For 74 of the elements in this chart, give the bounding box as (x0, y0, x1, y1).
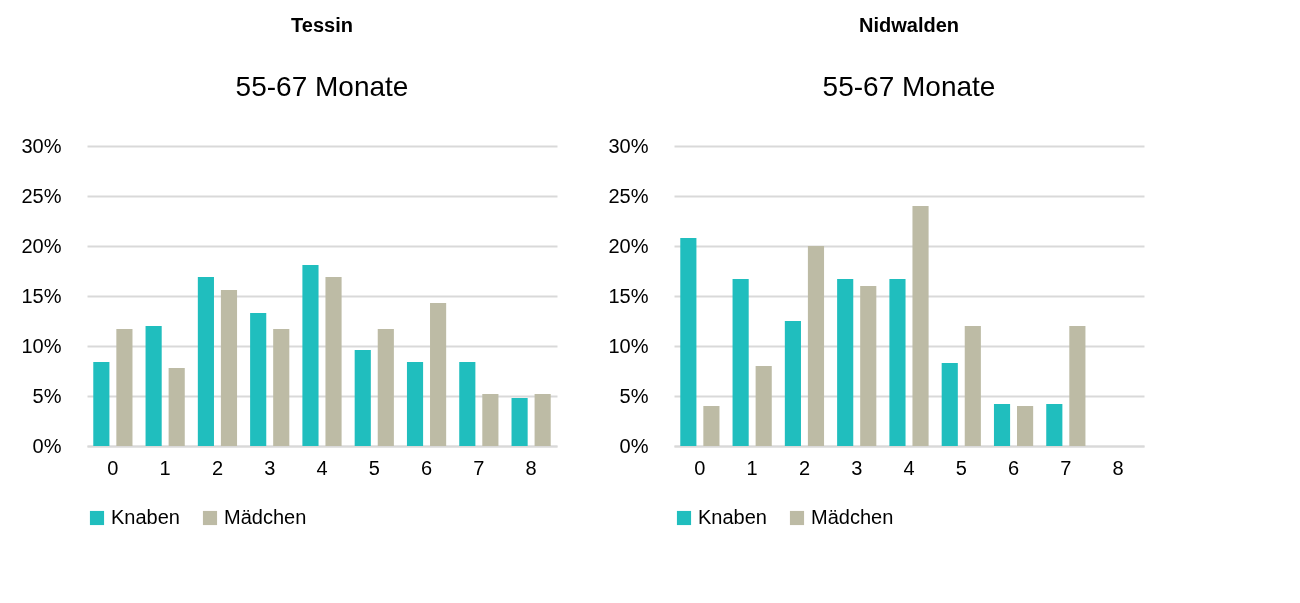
x-tick-label: 2 (211, 456, 223, 479)
bar (784, 321, 801, 446)
bar (860, 286, 877, 446)
bar (168, 368, 185, 446)
y-tick-label: 25% (608, 184, 649, 207)
x-tick-label: 1 (159, 456, 171, 479)
x-tick-label: 3 (264, 456, 276, 479)
bar (511, 398, 528, 446)
bar (145, 326, 162, 446)
bar (1069, 326, 1086, 446)
y-tick-label: 0% (32, 434, 62, 457)
x-tick-label: 7 (1060, 456, 1072, 479)
bar (1046, 404, 1063, 446)
bar (220, 290, 238, 446)
bar (354, 350, 371, 446)
x-tick-label: 4 (903, 456, 915, 479)
x-tick-label: 6 (1008, 456, 1020, 479)
y-tick-label: 25% (21, 184, 62, 207)
x-tick-label: 3 (851, 456, 863, 479)
bar (1017, 406, 1034, 446)
bar (250, 313, 267, 446)
y-tick-label: 5% (619, 384, 649, 407)
bar (755, 366, 772, 446)
y-tick-label: 15% (21, 284, 62, 307)
bar (482, 394, 499, 446)
bar (406, 362, 424, 446)
y-tick-label: 10% (608, 334, 649, 357)
chart-subtitle: 55-67 Monate (822, 71, 996, 102)
bar (941, 363, 958, 446)
bar (377, 329, 394, 446)
x-tick-label: 8 (1112, 456, 1124, 479)
x-tick-label: 1 (746, 456, 758, 479)
bar (732, 279, 749, 446)
x-tick-label: 5 (368, 456, 380, 479)
bar (837, 279, 854, 446)
y-tick-label: 30% (608, 134, 649, 157)
bar (430, 303, 447, 446)
bar (197, 277, 214, 446)
bar (302, 265, 319, 446)
bar (93, 362, 110, 446)
x-tick-label: 4 (316, 456, 328, 479)
bar (993, 404, 1011, 446)
bar (912, 206, 929, 446)
bar (889, 279, 906, 446)
y-tick-label: 20% (21, 234, 62, 257)
legend-label: Knaben (111, 506, 180, 528)
y-tick-label: 10% (21, 334, 62, 357)
chart-title: Tessin (291, 14, 353, 36)
x-tick-label: 6 (421, 456, 433, 479)
legend-label: Mädchen (224, 506, 307, 528)
x-tick-label: 0 (694, 456, 706, 479)
x-tick-label: 2 (798, 456, 810, 479)
bar (116, 329, 133, 446)
bar (534, 394, 551, 446)
bar (325, 277, 342, 446)
chart-subtitle: 55-67 Monate (235, 71, 409, 102)
y-tick-label: 5% (32, 384, 62, 407)
x-tick-label: 0 (107, 456, 119, 479)
bar (703, 406, 720, 446)
bar (273, 329, 290, 446)
bar (459, 362, 476, 446)
y-tick-label: 20% (608, 234, 649, 257)
bar (964, 326, 981, 446)
y-tick-label: 30% (21, 134, 62, 157)
y-tick-label: 0% (619, 434, 649, 457)
chart-title: Nidwalden (858, 14, 960, 36)
x-tick-label: 7 (473, 456, 485, 479)
legend-label: Knaben (698, 506, 767, 528)
bar (807, 246, 825, 446)
y-tick-label: 15% (608, 284, 649, 307)
x-tick-label: 5 (955, 456, 967, 479)
bar (680, 238, 697, 446)
legend-label: Mädchen (811, 506, 894, 528)
x-tick-label: 8 (525, 456, 537, 479)
